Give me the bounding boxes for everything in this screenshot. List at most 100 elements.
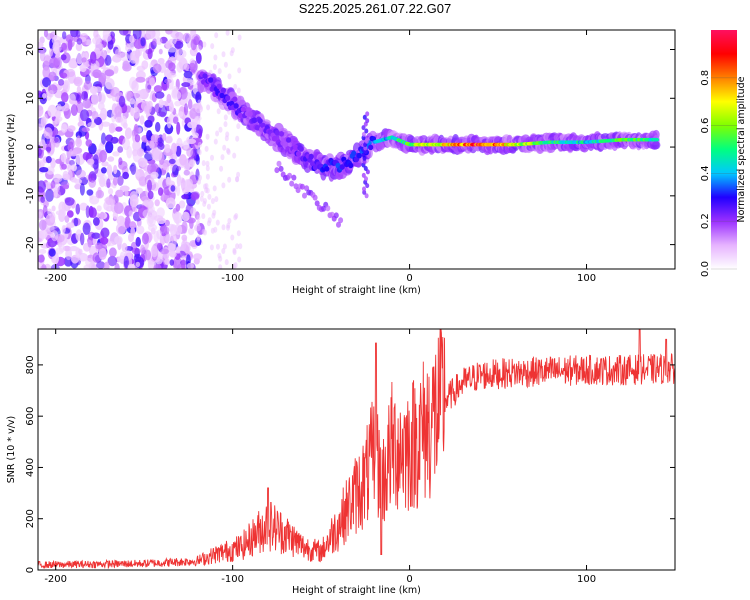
noise-cell — [79, 64, 87, 73]
noise-cell — [60, 54, 67, 61]
noise-cell — [129, 35, 135, 43]
branch-cell — [312, 194, 318, 201]
noise-cell — [51, 205, 56, 212]
noise-cell — [232, 152, 237, 159]
noise-cell — [48, 90, 54, 98]
noise-cell — [95, 189, 105, 199]
noise-cell — [139, 115, 145, 125]
noise-cell — [167, 47, 177, 53]
noise-cell — [152, 38, 158, 46]
noise-cell — [236, 87, 241, 94]
noise-cell — [194, 115, 202, 121]
noise-cell — [104, 69, 115, 77]
noise-cell — [135, 187, 143, 194]
noise-cell — [196, 236, 201, 243]
ridge-core — [225, 95, 231, 101]
snr-series-line — [38, 329, 675, 570]
noise-cell — [221, 182, 226, 189]
noise-cell — [65, 158, 70, 165]
noise-cell — [183, 169, 190, 176]
noise-cell — [90, 51, 97, 64]
noise-cell — [56, 103, 62, 111]
noise-cell — [115, 126, 123, 132]
ridge-core — [348, 162, 354, 169]
noise-cell — [68, 141, 74, 152]
noise-cell — [181, 194, 189, 200]
noise-cell — [235, 135, 240, 142]
x-tick-label: 0 — [406, 273, 412, 284]
noise-cell — [55, 110, 61, 119]
ridge-core — [295, 151, 302, 157]
noise-cell — [158, 98, 164, 108]
noise-cell — [172, 234, 178, 247]
noise-cell — [134, 134, 141, 143]
noise-cell — [162, 162, 168, 171]
noise-cell — [142, 209, 152, 219]
noise-cell — [195, 52, 202, 64]
y-tick-label: 20 — [25, 43, 36, 56]
noise-cell — [100, 107, 108, 121]
noise-cell — [106, 164, 113, 177]
ridge-core — [271, 135, 277, 142]
noise-cell — [47, 104, 58, 117]
y-tick-label: 0 — [25, 144, 36, 150]
noise-cell — [83, 80, 93, 90]
noise-cell — [112, 151, 120, 157]
noise-cell — [227, 176, 232, 183]
ridge-core — [219, 92, 225, 99]
noise-cell — [131, 247, 141, 255]
noise-cell — [186, 262, 195, 269]
noise-cell — [132, 30, 142, 40]
noise-cell — [63, 79, 72, 86]
y-tick-label: -20 — [25, 236, 36, 252]
noise-cell — [216, 108, 221, 115]
noise-cell — [49, 57, 59, 68]
noise-cell — [227, 217, 232, 224]
noise-cell — [76, 94, 81, 102]
noise-cell — [76, 101, 84, 114]
noise-cell — [79, 183, 85, 196]
ridge-core — [351, 150, 357, 157]
noise-cell — [147, 115, 155, 123]
noise-cell — [210, 154, 214, 161]
noise-cell — [135, 76, 146, 83]
noise-cell — [93, 217, 100, 226]
noise-cell — [140, 37, 146, 47]
noise-cell — [38, 229, 48, 239]
noise-cell — [81, 57, 87, 63]
colorbar-tick-label: 0.2 — [700, 213, 711, 229]
noise-cell — [188, 62, 196, 70]
noise-cell — [66, 210, 74, 218]
noise-cell — [214, 196, 219, 203]
noise-cell — [220, 154, 225, 161]
noise-cell — [212, 185, 217, 192]
noise-cell — [165, 30, 173, 35]
noise-cell — [143, 199, 149, 206]
noise-cell — [118, 157, 123, 166]
noise-cell — [102, 34, 112, 42]
ridge-core — [220, 87, 226, 94]
ridge-core — [216, 83, 222, 90]
x-tick-label: 100 — [577, 574, 596, 585]
streak-cell — [363, 166, 368, 171]
noise-cell — [153, 264, 162, 269]
streak-cell — [364, 193, 369, 199]
noise-cell — [45, 188, 54, 202]
noise-cell — [75, 42, 83, 52]
noise-cell — [92, 252, 101, 263]
noise-cell — [237, 34, 242, 41]
noise-cell — [76, 85, 81, 93]
noise-cell — [192, 253, 203, 261]
ridge-core — [208, 77, 214, 83]
noise-cell — [45, 156, 52, 164]
noise-cell — [38, 123, 44, 131]
noise-cell — [179, 86, 188, 100]
noise-cell — [212, 64, 217, 70]
noise-cell — [164, 258, 171, 266]
noise-cell — [45, 181, 52, 189]
noise-cell — [205, 160, 210, 167]
streak-cell — [364, 128, 369, 134]
x-tick-label: 100 — [577, 273, 596, 284]
noise-cell — [140, 100, 151, 112]
noise-cell — [87, 239, 92, 248]
